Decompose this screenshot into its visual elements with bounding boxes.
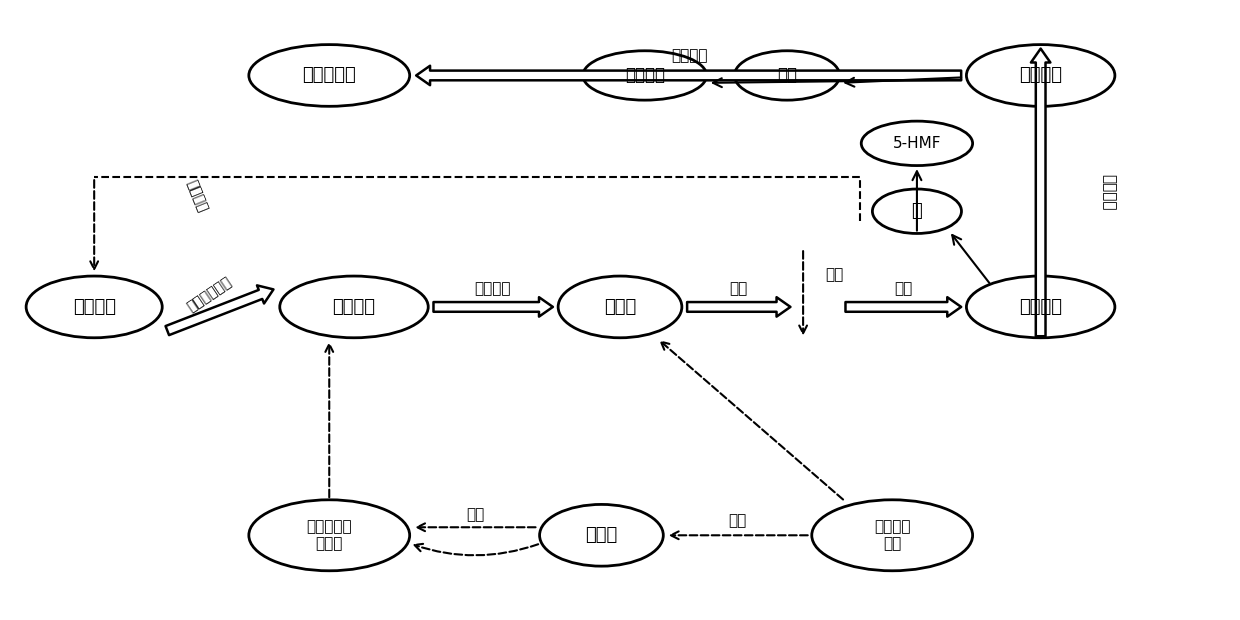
Text: 水洗: 水洗 xyxy=(825,267,843,281)
Text: 减压蒸馏: 减压蒸馏 xyxy=(671,48,708,63)
Text: 定向液化: 定向液化 xyxy=(475,281,511,296)
Text: 木质纤维: 木质纤维 xyxy=(73,298,115,316)
Text: 胡敏素等
残渣: 胡敏素等 残渣 xyxy=(874,519,910,551)
Text: 过滤: 过滤 xyxy=(729,281,748,296)
Text: 回收利用: 回收利用 xyxy=(184,178,210,214)
Text: 炭基固体酸
催化剂: 炭基固体酸 催化剂 xyxy=(306,519,352,551)
Text: 液相产物: 液相产物 xyxy=(1019,66,1063,84)
Text: 液相组分: 液相组分 xyxy=(1019,298,1063,316)
Text: 炭化: 炭化 xyxy=(728,513,746,529)
Text: 过滤: 过滤 xyxy=(894,281,913,296)
Text: 5-HMF: 5-HMF xyxy=(893,136,941,151)
Text: 预混体系: 预混体系 xyxy=(332,298,376,316)
Text: 粗产物: 粗产物 xyxy=(604,298,636,316)
Text: 活性炭: 活性炭 xyxy=(585,526,618,544)
Text: 乙酰丙酸: 乙酰丙酸 xyxy=(625,66,665,84)
Text: 非质子溶剂: 非质子溶剂 xyxy=(303,66,356,84)
Text: 水: 水 xyxy=(911,202,923,220)
Text: 糠醛: 糠醛 xyxy=(777,66,797,84)
Text: 活化: 活化 xyxy=(466,507,485,523)
Text: 减压蒸馏: 减压蒸馏 xyxy=(1101,174,1116,211)
Text: 浆态法预处理: 浆态法预处理 xyxy=(185,274,234,314)
